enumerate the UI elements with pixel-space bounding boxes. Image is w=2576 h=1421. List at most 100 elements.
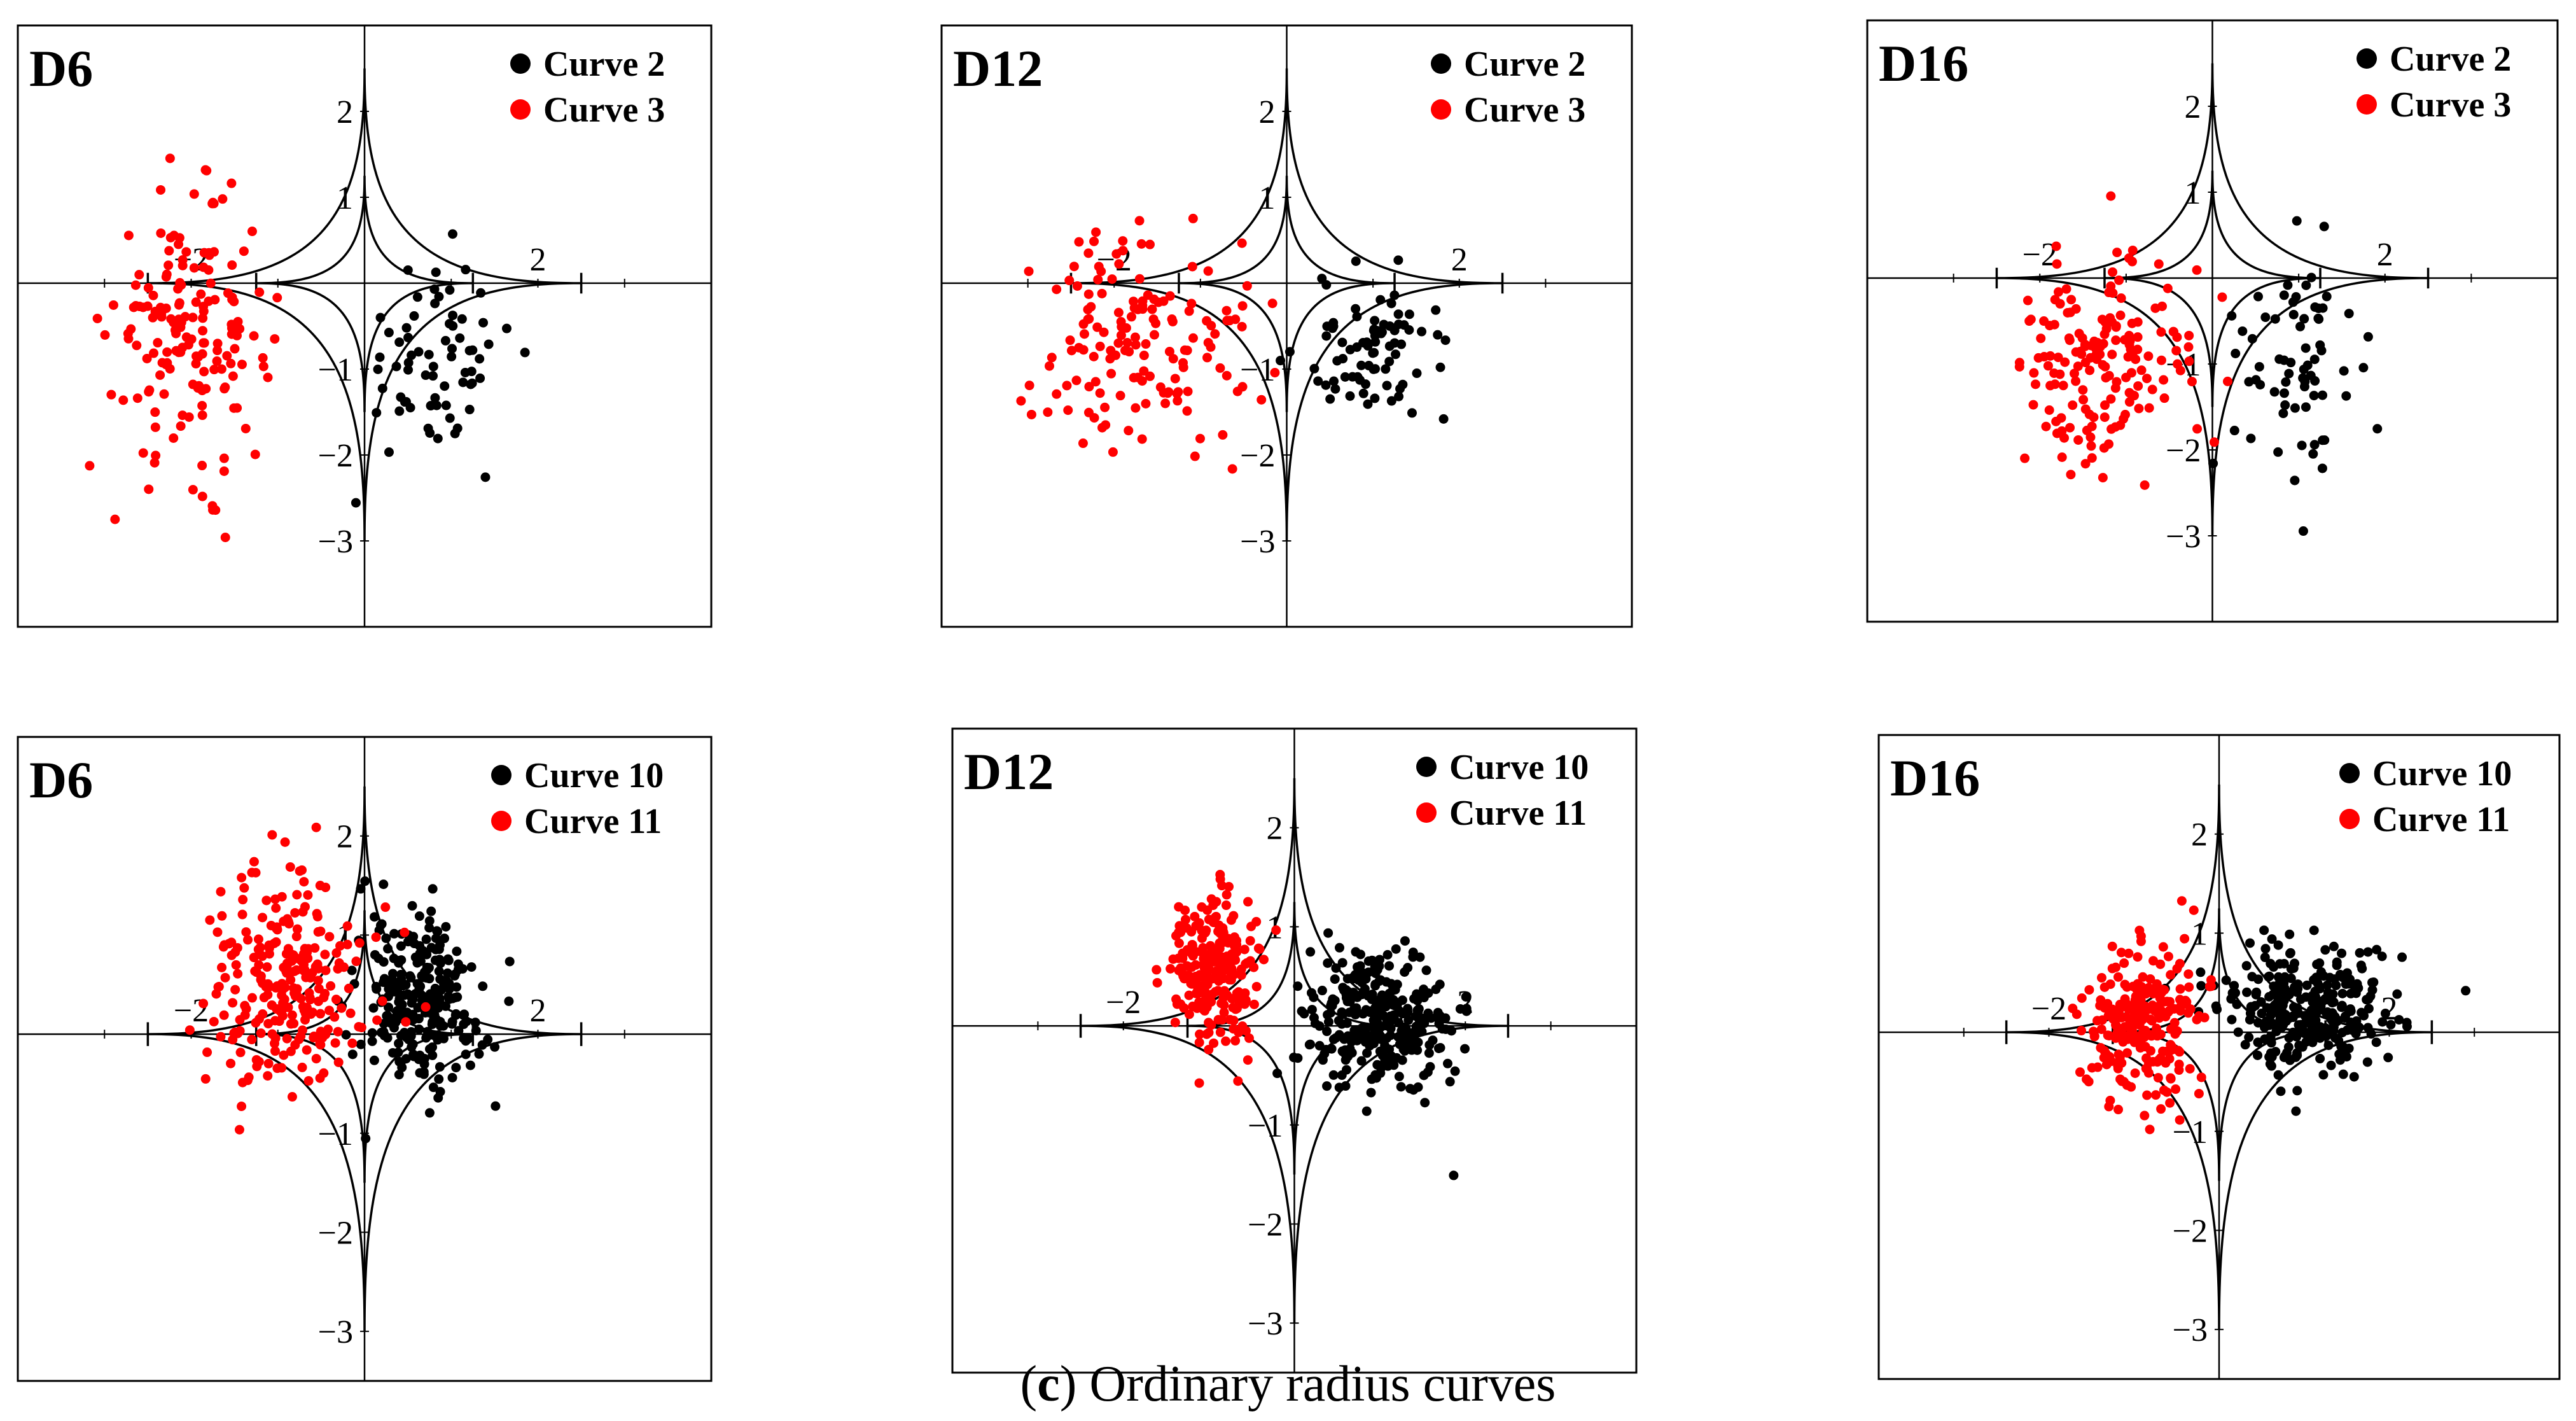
data-point — [1202, 979, 1213, 990]
data-point — [2113, 1105, 2124, 1115]
data-point — [2301, 280, 2311, 290]
data-point — [371, 981, 381, 991]
data-point — [2029, 368, 2039, 378]
data-point — [1180, 905, 1190, 915]
data-point — [439, 979, 449, 989]
data-point — [394, 406, 405, 416]
data-point — [414, 911, 424, 921]
data-point — [1258, 955, 1269, 965]
series-curve-10 — [2160, 925, 2471, 1116]
data-point — [2170, 1029, 2180, 1039]
data-point — [2130, 1068, 2140, 1078]
data-point — [1126, 312, 1136, 322]
data-point — [1392, 979, 1402, 990]
data-point — [1043, 407, 1053, 417]
data-point — [2302, 980, 2312, 990]
data-point — [211, 505, 221, 515]
data-point — [2364, 1004, 2374, 1014]
data-point — [1092, 322, 1103, 332]
data-point — [1095, 388, 1105, 398]
data-point — [2024, 316, 2035, 326]
data-point — [142, 353, 152, 363]
data-point — [235, 1047, 246, 1058]
data-point — [1115, 391, 1125, 401]
data-point — [1370, 979, 1381, 990]
data-point — [2280, 388, 2290, 398]
data-point — [1246, 921, 1257, 932]
data-point — [400, 927, 410, 937]
data-point — [130, 301, 141, 311]
data-point — [202, 1047, 212, 1058]
data-point — [2073, 435, 2084, 445]
legend-label: Curve 3 — [543, 90, 665, 130]
data-point — [1216, 924, 1227, 934]
data-point — [110, 514, 120, 524]
series-curve-3 — [1016, 213, 1280, 474]
data-point — [197, 400, 207, 410]
data-point — [2392, 989, 2402, 999]
data-point — [247, 993, 257, 1003]
data-point — [435, 993, 445, 1004]
data-point — [2147, 384, 2157, 395]
data-point — [106, 389, 116, 400]
data-point — [2039, 352, 2049, 362]
data-point — [2313, 313, 2323, 323]
data-point — [148, 290, 158, 300]
data-point — [2231, 988, 2241, 998]
data-point — [2175, 1115, 2185, 1125]
data-point — [2165, 1098, 2175, 1108]
data-point — [132, 393, 143, 403]
series-curve-2 — [1276, 255, 1451, 424]
data-point — [2124, 253, 2134, 263]
data-point — [356, 1039, 366, 1049]
data-point — [204, 296, 214, 306]
data-point — [1069, 262, 1079, 272]
data-point — [1381, 364, 1391, 374]
data-point — [1165, 291, 1175, 301]
data-point — [428, 361, 438, 372]
data-point — [186, 334, 197, 344]
data-point — [2154, 259, 2164, 269]
data-point — [2101, 324, 2112, 334]
data-point — [2322, 291, 2332, 302]
data-point — [452, 946, 462, 956]
data-point — [194, 381, 204, 391]
data-point — [1345, 391, 1355, 401]
data-point — [108, 300, 118, 310]
data-point — [1178, 358, 1188, 368]
data-point — [1237, 301, 1248, 311]
data-point — [2320, 993, 2330, 1004]
x-tick-label: −2 — [1106, 984, 1141, 1021]
data-point — [2288, 309, 2299, 319]
data-point — [144, 387, 154, 397]
data-point — [2300, 377, 2310, 387]
data-point — [130, 280, 141, 290]
data-point — [1400, 1046, 1410, 1056]
data-point — [2184, 330, 2194, 340]
data-point — [1335, 942, 1345, 953]
data-point — [162, 358, 172, 368]
data-point — [1187, 927, 1197, 937]
data-point — [267, 1029, 277, 1039]
data-point — [2320, 945, 2330, 955]
data-point — [1200, 928, 1210, 938]
data-point — [2402, 1021, 2412, 1032]
data-point — [2142, 1090, 2152, 1100]
data-point — [2371, 1037, 2381, 1047]
data-point — [178, 260, 188, 270]
data-point — [1214, 976, 1224, 986]
data-point — [1190, 451, 1200, 461]
data-point — [1170, 1018, 1180, 1028]
data-point — [279, 994, 289, 1004]
data-point — [2145, 974, 2155, 984]
data-point — [1375, 955, 1384, 965]
data-point — [2290, 475, 2300, 486]
data-point — [2113, 972, 2124, 982]
data-point — [1113, 338, 1124, 348]
data-point — [2106, 394, 2116, 404]
data-point — [2285, 948, 2295, 958]
data-point — [1242, 281, 1252, 291]
data-point — [1216, 998, 1227, 1008]
data-point — [100, 330, 110, 340]
data-point — [1435, 979, 1445, 990]
